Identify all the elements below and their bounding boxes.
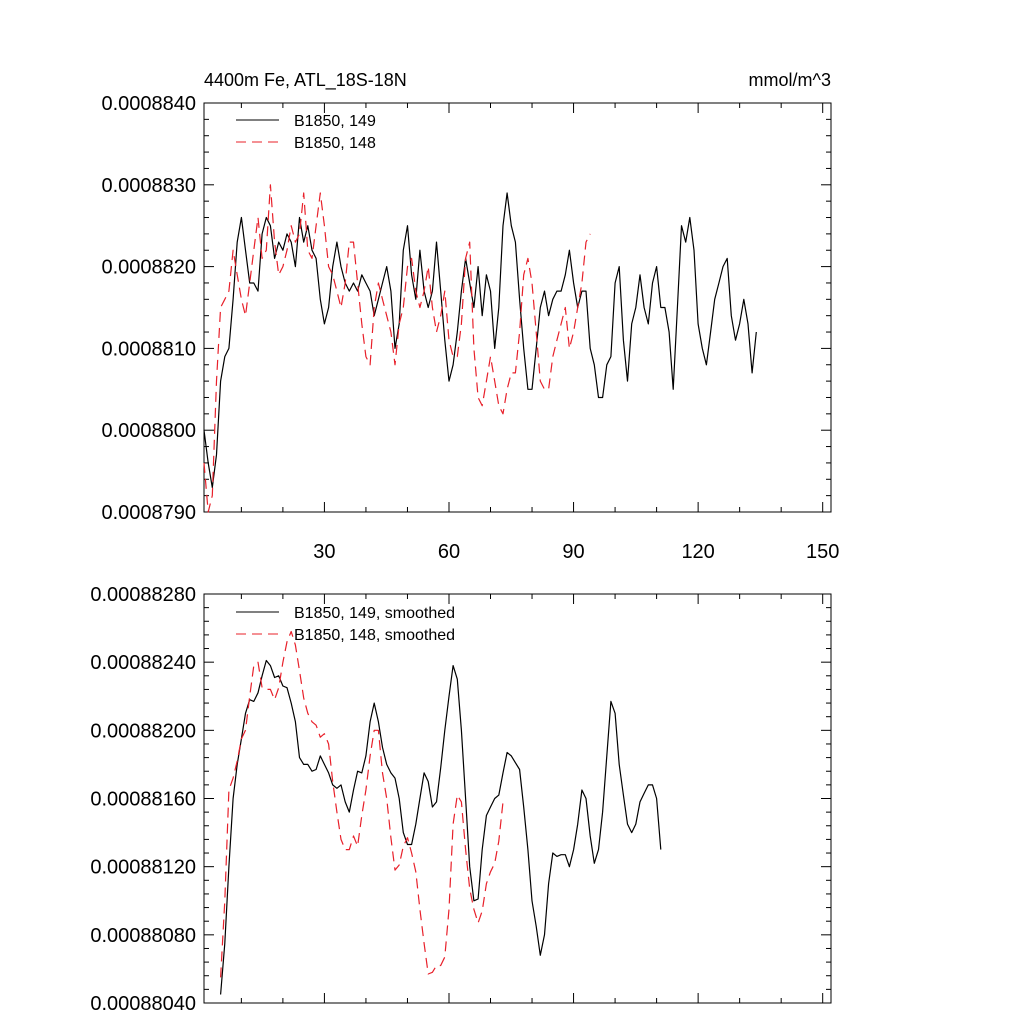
top-panel-units: mmol/m^3 [749,70,831,90]
bottom-ytick-label: 0.00088040 [90,993,196,1015]
bottom-legend-label-148: B1850, 148, smoothed [294,627,455,644]
top-xtick-label: 90 [562,541,584,563]
top-panel: 4400m Fe, ATL_18S-18N mmol/m^3 0.0008790… [101,70,839,563]
top-legend-label-149: B1850, 149 [294,113,376,130]
bottom-series-line-0 [220,659,662,995]
top-ticks: 0.0008790 0.0008800 0.0008810 0.0008820 0.00… [101,93,839,563]
top-ytick-label: 0.0008790 [101,502,196,524]
top-xtick-label: 60 [438,541,460,563]
top-ytick-label: 0.0008830 [101,175,196,197]
top-panel-title: 4400m Fe, ATL_18S-18N [204,70,407,91]
top-xtick-label: 120 [681,541,714,563]
top-ytick-label: 0.0008810 [101,338,196,360]
bottom-legend: B1850, 149, smoothed B1850, 148, smoothe… [236,605,455,644]
bottom-series-line-1 [220,630,504,978]
top-legend-label-148: B1850, 148 [294,135,376,152]
bottom-legend-label-149: B1850, 149, smoothed [294,605,455,622]
top-series [203,184,757,513]
top-xtick-label: 30 [313,541,335,563]
top-series-line-1 [203,184,591,513]
bottom-ytick-label: 0.00088080 [90,925,196,947]
top-ytick-label: 0.0008840 [101,93,196,115]
bottom-ticks: 0.00088040 0.00088080 0.00088120 0.00088160… [90,584,831,1015]
top-series-line-0 [203,192,757,489]
top-xtick-label: 150 [806,541,839,563]
bottom-ytick-label: 0.00088160 [90,789,196,811]
bottom-series [220,630,662,995]
bottom-ytick-label: 0.00088240 [90,652,196,674]
bottom-ytick-label: 0.00088200 [90,720,196,742]
top-plot-frame [203,102,832,513]
bottom-ytick-label: 0.00088120 [90,857,196,879]
top-legend: B1850, 149 B1850, 148 [236,113,376,152]
top-ytick-label: 0.0008800 [101,420,196,442]
bottom-ytick-label: 0.00088280 [90,584,196,606]
top-ytick-label: 0.0008820 [101,257,196,279]
bottom-panel: 0.00088040 0.00088080 0.00088120 0.00088160… [90,584,832,1015]
